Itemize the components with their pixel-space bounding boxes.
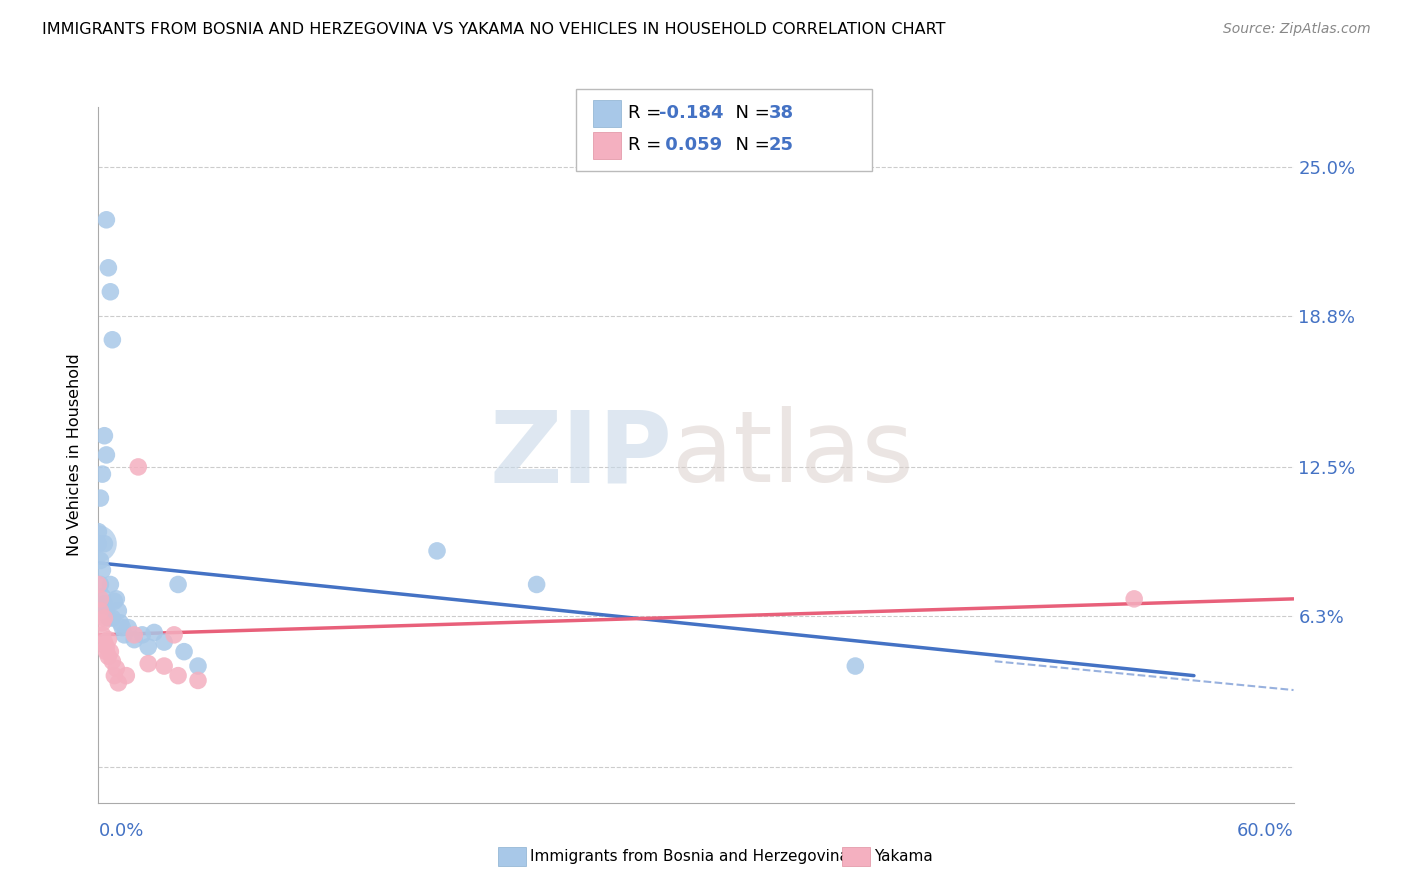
Point bbox=[97, 649, 120, 664]
Text: 38: 38 bbox=[769, 104, 794, 122]
Point bbox=[96, 645, 118, 659]
Text: 0.0%: 0.0% bbox=[98, 822, 143, 840]
Point bbox=[87, 577, 110, 591]
Point bbox=[93, 635, 115, 649]
Text: Source: ZipAtlas.com: Source: ZipAtlas.com bbox=[1223, 22, 1371, 37]
Point bbox=[89, 491, 111, 505]
Point bbox=[93, 597, 115, 611]
Point bbox=[844, 659, 866, 673]
Point bbox=[167, 668, 190, 682]
Point bbox=[136, 657, 159, 671]
Point bbox=[91, 615, 114, 630]
Text: 25: 25 bbox=[769, 136, 794, 154]
Point bbox=[107, 604, 129, 618]
Point bbox=[100, 285, 122, 299]
Point bbox=[124, 632, 146, 647]
Point bbox=[93, 611, 115, 625]
Point bbox=[187, 673, 209, 688]
Point bbox=[89, 553, 111, 567]
Point bbox=[91, 628, 114, 642]
Point bbox=[101, 611, 124, 625]
Point bbox=[91, 590, 114, 604]
Point bbox=[153, 635, 176, 649]
Point bbox=[153, 659, 176, 673]
Point bbox=[96, 448, 118, 462]
Point bbox=[96, 604, 118, 618]
Point bbox=[87, 537, 110, 551]
Point bbox=[526, 577, 548, 591]
Point bbox=[89, 604, 111, 618]
Text: ZIP: ZIP bbox=[489, 407, 672, 503]
Y-axis label: No Vehicles in Household: No Vehicles in Household bbox=[67, 353, 83, 557]
Text: R =: R = bbox=[628, 136, 668, 154]
Text: Yakama: Yakama bbox=[875, 849, 934, 863]
Point bbox=[93, 537, 115, 551]
Text: 0.059: 0.059 bbox=[659, 136, 723, 154]
Point bbox=[167, 577, 190, 591]
Point bbox=[101, 333, 124, 347]
Point bbox=[97, 260, 120, 275]
Point bbox=[426, 544, 449, 558]
Point bbox=[105, 661, 128, 675]
Point bbox=[103, 668, 125, 682]
Point bbox=[117, 621, 139, 635]
Text: R =: R = bbox=[628, 104, 668, 122]
Point bbox=[136, 640, 159, 654]
Point bbox=[93, 428, 115, 442]
Text: atlas: atlas bbox=[672, 407, 914, 503]
Point bbox=[91, 467, 114, 482]
Point bbox=[89, 577, 111, 591]
Point bbox=[96, 640, 118, 654]
Point bbox=[97, 611, 120, 625]
Point bbox=[173, 645, 195, 659]
Point bbox=[89, 591, 111, 606]
Text: N =: N = bbox=[724, 136, 776, 154]
Text: -0.184: -0.184 bbox=[659, 104, 724, 122]
Point bbox=[96, 212, 118, 227]
Text: N =: N = bbox=[724, 104, 776, 122]
Point bbox=[103, 594, 125, 608]
Point bbox=[131, 628, 153, 642]
Point bbox=[127, 459, 149, 474]
Point bbox=[143, 625, 166, 640]
Point bbox=[110, 615, 132, 630]
Point bbox=[97, 632, 120, 647]
Point bbox=[87, 537, 110, 551]
Point bbox=[112, 628, 135, 642]
Point bbox=[187, 659, 209, 673]
Text: Immigrants from Bosnia and Herzegovina: Immigrants from Bosnia and Herzegovina bbox=[530, 849, 849, 863]
Point bbox=[107, 676, 129, 690]
Point bbox=[115, 668, 138, 682]
Point bbox=[101, 654, 124, 668]
Point bbox=[124, 628, 146, 642]
Point bbox=[91, 563, 114, 577]
Point bbox=[163, 628, 186, 642]
Point bbox=[100, 645, 122, 659]
Point bbox=[100, 577, 122, 591]
Point bbox=[87, 524, 110, 539]
Point bbox=[105, 591, 128, 606]
Text: 60.0%: 60.0% bbox=[1237, 822, 1294, 840]
Text: IMMIGRANTS FROM BOSNIA AND HERZEGOVINA VS YAKAMA NO VEHICLES IN HOUSEHOLD CORREL: IMMIGRANTS FROM BOSNIA AND HERZEGOVINA V… bbox=[42, 22, 946, 37]
Point bbox=[1123, 591, 1146, 606]
Point bbox=[111, 621, 134, 635]
